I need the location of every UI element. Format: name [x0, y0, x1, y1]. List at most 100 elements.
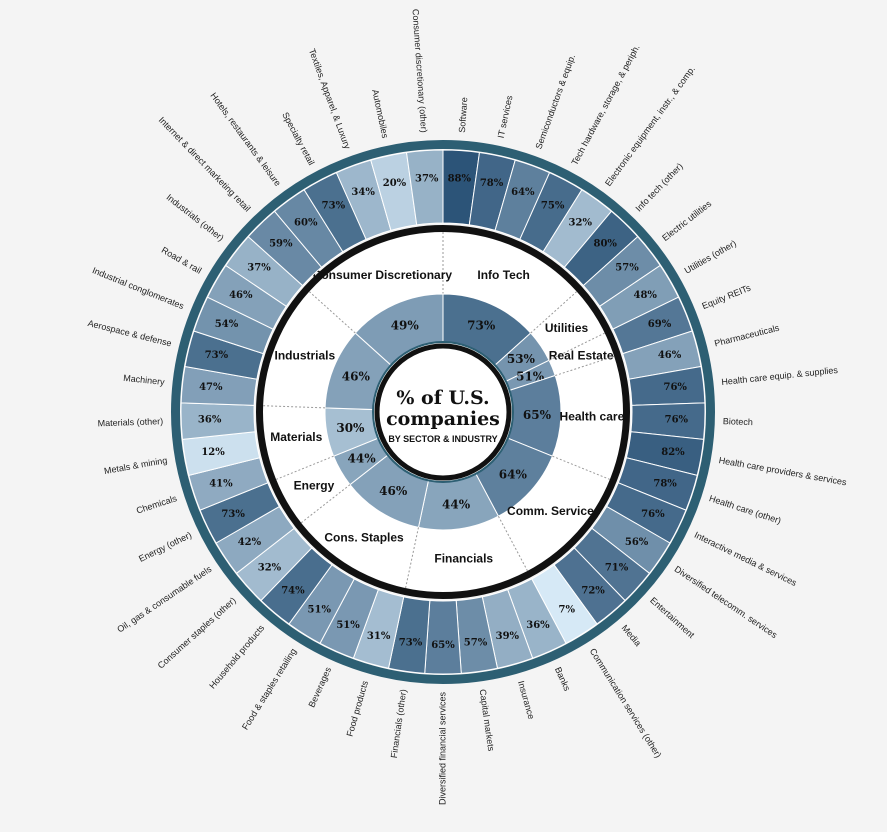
industry-label: Metals & mining [103, 455, 168, 476]
industry-label: Financials (other) [389, 688, 409, 758]
sector-label: Materials [270, 430, 322, 444]
industry-label: Electric utilities [660, 198, 713, 243]
industry-value-label: 39% [496, 631, 520, 642]
industry-label: Biotech [723, 416, 753, 427]
industry-value-label: 73% [399, 638, 423, 649]
industry-value-label: 48% [634, 290, 658, 301]
industry-value-label: 57% [615, 263, 639, 274]
industry-label: Insurance [516, 680, 537, 721]
sector-value-label: 53% [507, 352, 536, 366]
industry-value-label: 75% [541, 200, 565, 211]
sector-value-label: 46% [379, 484, 408, 498]
industry-label: Pharmaceuticals [713, 323, 780, 349]
industry-label: Machinery [123, 373, 166, 387]
industry-label: Chemicals [135, 493, 179, 516]
industry-label: Health care equip. & supplies [721, 365, 839, 387]
chart-subtitle: BY SECTOR & INDUSTRY [388, 434, 498, 444]
industry-label: Communication services (other) [588, 646, 664, 759]
industry-value-label: 59% [269, 239, 293, 250]
sector-value-label: 65% [523, 408, 552, 422]
industry-label: Household products [207, 623, 266, 691]
industry-arc [405, 149, 444, 226]
industry-value-label: 80% [593, 239, 617, 250]
industry-label: Specialty retail [280, 110, 316, 166]
center-ring [374, 343, 512, 481]
industry-label: Consumer staples (other) [156, 595, 238, 670]
industry-value-label: 57% [464, 638, 488, 649]
industry-value-label: 72% [581, 585, 605, 596]
industry-value-label: 37% [415, 174, 439, 185]
industry-label: Diversified financial services [437, 692, 447, 806]
industry-value-label: 36% [198, 415, 222, 426]
industry-value-label: 54% [215, 319, 239, 330]
sector-value-label: 30% [336, 421, 365, 435]
industry-value-label: 78% [653, 479, 677, 490]
industry-value-label: 69% [648, 319, 672, 330]
industry-value-label: 32% [569, 218, 593, 229]
sector-value-label: 44% [442, 498, 471, 512]
industry-value-label: 32% [258, 563, 282, 574]
industry-label: Utilities (other) [683, 238, 738, 276]
industry-arc [424, 600, 462, 675]
sector-value-label: 46% [342, 369, 371, 383]
industry-value-label: 7% [559, 605, 576, 616]
industry-label: Textiles, Apparel, & Luxury [307, 47, 353, 151]
industry-value-label: 51% [308, 605, 332, 616]
industry-value-label: 82% [661, 447, 685, 458]
industry-label: Software [457, 97, 469, 133]
industry-value-label: 42% [238, 537, 262, 548]
industry-value-label: 46% [229, 290, 253, 301]
divider-ring [256, 225, 630, 599]
industry-label: Banks [553, 666, 573, 693]
sector-label: Comm. Services [507, 504, 601, 518]
sector-label: Consumer Discretionary [313, 268, 453, 282]
industry-value-label: 78% [480, 178, 504, 189]
industry-value-label: 31% [367, 631, 391, 642]
industry-label: Interactive media & services [693, 530, 799, 589]
sector-value-label: 44% [348, 452, 377, 466]
industry-label: Food products [345, 679, 371, 738]
sector-value-label: 51% [516, 369, 545, 383]
industry-value-label: 56% [625, 537, 649, 548]
industry-value-label: 74% [281, 585, 305, 596]
center-label: % of U.S. companies BY SECTOR & INDUSTRY [373, 356, 513, 476]
industry-value-label: 65% [431, 640, 455, 651]
industry-label: Beverages [306, 665, 333, 709]
industry-value-label: 37% [247, 263, 271, 274]
industry-label: Equity REITs [701, 282, 753, 311]
industry-value-label: 88% [448, 174, 472, 185]
industry-value-label: 71% [605, 563, 629, 574]
industry-value-label: 73% [322, 200, 346, 211]
industry-label: Consumer discretionary (other) [410, 9, 429, 133]
industry-value-label: 76% [665, 415, 689, 426]
sector-label: Info Tech [477, 268, 529, 282]
center-ring-outer [372, 341, 514, 483]
industry-value-label: 76% [641, 509, 665, 520]
industry-label: Industrial conglomerates [91, 265, 186, 311]
sector-label: Cons. Staples [324, 531, 404, 545]
industry-value-label: 12% [201, 447, 225, 458]
industry-label: Health care (other) [708, 493, 782, 526]
industry-label: Capital markets [478, 688, 497, 752]
industry-label: Materials (other) [97, 416, 163, 428]
industry-label: Media [620, 623, 643, 648]
sector-label: Real Estate [549, 348, 614, 362]
sector-label: Health care [560, 409, 625, 423]
industry-value-label: 51% [336, 620, 360, 631]
industry-label: Automobiles [370, 89, 390, 140]
sector-label: Energy [294, 479, 335, 493]
industry-label: Food & staples retailing [240, 646, 298, 731]
industry-value-label: 34% [351, 187, 375, 198]
industry-value-label: 36% [526, 620, 550, 631]
industry-label: Road & rail [160, 245, 204, 276]
industry-value-label: 41% [209, 479, 233, 490]
sector-label: Industrials [275, 348, 336, 362]
sector-value-label: 73% [467, 319, 496, 333]
chart-title: % of U.S. companies [386, 387, 500, 430]
industry-label: Energy (other) [137, 530, 193, 564]
industry-value-label: 46% [658, 350, 682, 361]
industry-label: Aerospace & defense [87, 318, 173, 349]
industry-value-label: 64% [511, 187, 535, 198]
industry-label: Health care providers & services [718, 455, 848, 487]
